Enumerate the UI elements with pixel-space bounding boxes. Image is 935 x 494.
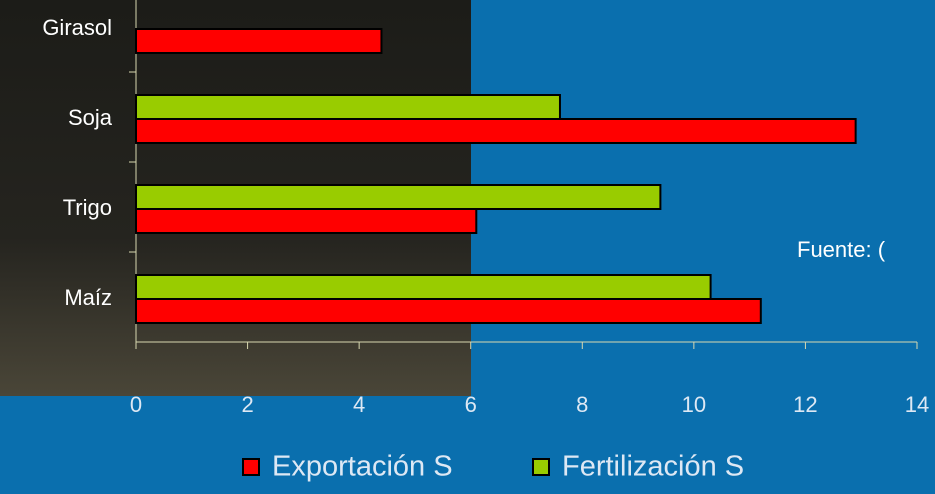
legend-swatch (532, 458, 550, 476)
bar (135, 184, 662, 210)
x-tick-label: 0 (130, 392, 142, 417)
bar (135, 274, 712, 300)
y-tick-label: Soja (68, 105, 113, 130)
x-tick-label: 14 (905, 392, 929, 417)
legend-label: Exportación S (272, 451, 453, 483)
x-tick-label: 6 (465, 392, 477, 417)
x-tick-label: 8 (576, 392, 588, 417)
bar (135, 94, 561, 120)
annotation: Fuente: ( (797, 237, 886, 262)
x-tick-label: 4 (353, 392, 365, 417)
x-tick-label: 2 (241, 392, 253, 417)
y-tick-label: Girasol (42, 15, 112, 40)
legend-label: Fertilización S (562, 451, 744, 483)
bar (135, 118, 857, 144)
legend-swatch (242, 458, 260, 476)
bar (135, 208, 478, 234)
bar (135, 298, 762, 324)
x-tick-label: 10 (682, 392, 706, 417)
bar (135, 28, 383, 54)
x-tick-label: 12 (793, 392, 817, 417)
y-tick-label: Trigo (63, 195, 112, 220)
y-tick-label: Maíz (64, 285, 112, 310)
